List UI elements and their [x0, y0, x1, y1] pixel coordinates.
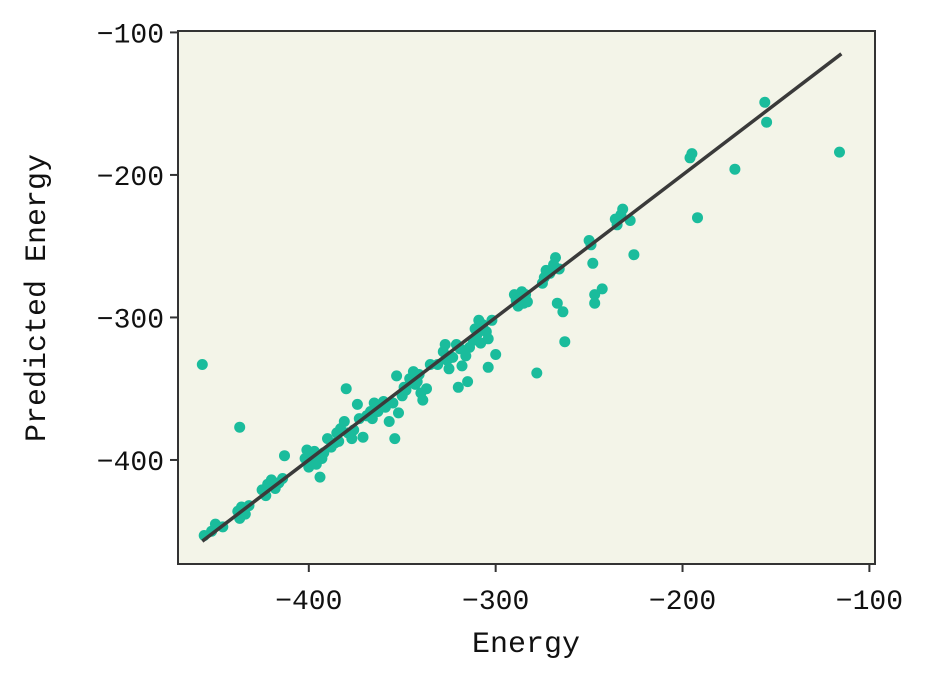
y-tick-label-1: −200 — [97, 163, 164, 194]
x-tick-label-3: −100 — [836, 587, 903, 618]
data-point-0 — [196, 359, 208, 370]
data-point-68 — [421, 383, 432, 395]
data-point-18 — [279, 450, 290, 462]
data-point-117 — [589, 289, 601, 301]
y-axis-label: Predicted Energy — [21, 154, 55, 442]
data-point-116 — [587, 257, 599, 269]
x-tick-label-1: −300 — [462, 587, 529, 618]
data-point-39 — [346, 433, 358, 445]
data-point-53 — [387, 397, 399, 409]
data-point-113 — [559, 336, 571, 348]
data-point-112 — [557, 306, 569, 318]
data-point-56 — [393, 407, 404, 419]
data-point-125 — [628, 249, 640, 261]
data-point-55 — [391, 370, 403, 382]
data-point-110 — [551, 297, 563, 309]
data-point-81 — [462, 376, 474, 388]
data-point-94 — [490, 349, 502, 360]
data-point-37 — [340, 383, 352, 395]
data-point-128 — [692, 212, 703, 224]
data-point-43 — [357, 431, 369, 443]
data-point-80 — [460, 350, 472, 362]
x-tick-label-2: −200 — [649, 587, 716, 618]
data-point-119 — [596, 283, 608, 295]
data-point-75 — [447, 351, 459, 363]
data-point-36 — [338, 416, 350, 427]
plot-frame — [177, 30, 876, 565]
data-point-102 — [521, 296, 533, 308]
data-point-131 — [761, 116, 773, 128]
data-point-74 — [443, 363, 455, 375]
y-tick-label-3: −400 — [97, 448, 164, 479]
data-point-52 — [383, 416, 395, 427]
data-point-41 — [351, 398, 363, 410]
data-point-129 — [729, 163, 741, 175]
data-point-54 — [389, 433, 401, 445]
data-point-72 — [439, 339, 451, 350]
data-point-27 — [314, 471, 326, 483]
data-point-118 — [589, 297, 601, 309]
data-point-5 — [234, 421, 246, 433]
x-axis-ticks: −400 −300 −200 −100 — [275, 564, 903, 618]
y-axis-ticks: −100 −200 −300 −400 — [97, 20, 178, 479]
x-axis-label: Energy — [472, 628, 580, 662]
data-point-67 — [417, 394, 429, 406]
data-point-79 — [456, 360, 468, 372]
identity-line — [201, 52, 843, 543]
data-point-103 — [531, 367, 543, 379]
data-point-130 — [759, 96, 771, 108]
data-point-92 — [482, 361, 494, 373]
y-tick-label-2: −300 — [97, 305, 164, 336]
data-point-132 — [834, 146, 845, 158]
data-point-123 — [617, 203, 629, 215]
x-tick-label-0: −400 — [275, 587, 342, 618]
data-point-127 — [686, 148, 698, 160]
data-point-77 — [452, 381, 464, 393]
data-point-91 — [482, 333, 494, 345]
y-tick-label-0: −100 — [97, 20, 164, 51]
data-point-109 — [550, 252, 561, 264]
